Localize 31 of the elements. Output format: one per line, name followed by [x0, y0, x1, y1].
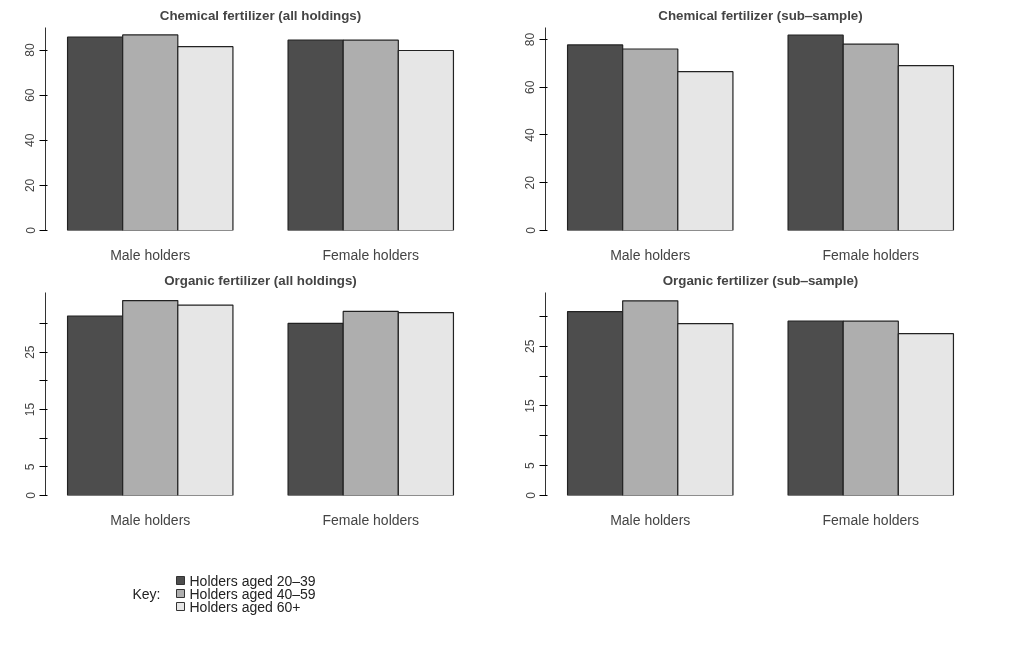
x-tick-label: Male holders — [110, 511, 191, 528]
y-tick-label: 60 — [23, 88, 38, 102]
y-tick-label: 25 — [23, 345, 38, 359]
x-tick-label: Female holders — [822, 511, 920, 528]
y-tick-label: 15 — [523, 398, 538, 413]
y-tick-label: 0 — [23, 226, 38, 234]
y-tick-label: 5 — [523, 461, 538, 469]
y-tick-label: 0 — [523, 491, 538, 499]
y-tick-label: 80 — [23, 43, 38, 57]
chart-title: Chemical fertilizer (sub‒sample) — [658, 7, 863, 23]
x-tick-label: Female holders — [322, 511, 420, 528]
y-tick-label: 80 — [523, 32, 538, 47]
y-tick-label: 0 — [23, 491, 38, 499]
y-tick-label: 60 — [523, 80, 538, 94]
y-tick-label: 5 — [23, 463, 38, 471]
x-tick-label: Male holders — [610, 511, 691, 528]
y-tick-label: 25 — [523, 339, 538, 353]
y-tick-label: 15 — [23, 402, 38, 417]
chart-title: Chemical fertilizer (all holdings) — [159, 7, 362, 23]
y-tick-label: 40 — [523, 127, 538, 142]
legend-title: Key: — [132, 585, 161, 602]
x-tick-label: Female holders — [822, 246, 920, 263]
y-tick-label: 40 — [23, 133, 38, 147]
y-tick-label: 20 — [523, 175, 538, 190]
chart-title: Organic fertilizer (sub‒sample) — [662, 272, 859, 288]
x-tick-label: Female holders — [322, 246, 420, 263]
chart-title: Organic fertilizer (all holdings) — [164, 272, 357, 288]
x-tick-label: Male holders — [110, 246, 191, 263]
y-tick-label: 20 — [23, 178, 38, 193]
x-tick-label: Male holders — [610, 246, 691, 263]
y-tick-label: 0 — [523, 226, 538, 234]
